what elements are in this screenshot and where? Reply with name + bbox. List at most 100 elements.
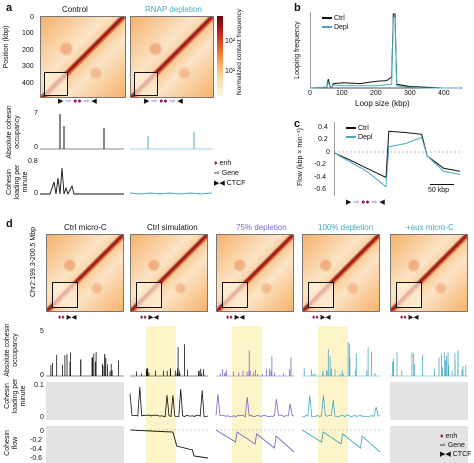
hic-inset (308, 282, 334, 308)
ctcf-icon: ▶◀ (148, 314, 159, 321)
d-occ-tick: 0 (40, 372, 44, 379)
panel-a-genome-track-depl: ▶ ⇨ ●● ⇨ ◀ (144, 98, 183, 106)
panel-b-label: b (294, 2, 301, 14)
hic-inset-rnap (134, 72, 158, 96)
hic-inset (222, 282, 248, 308)
d-load-tick: 0.1 (34, 382, 44, 389)
panel-c-genome-track: ▶ ⇨ ●● ⇨ ◀ (346, 199, 385, 207)
d-occupancy-tracks (46, 342, 468, 377)
gene-arrow-icon: ⇨ (353, 199, 360, 206)
panel-b-xtick: 300 (404, 90, 416, 97)
legend-gene: ⇨ Gene (214, 170, 239, 177)
panel-d-genome-track: ♦♦ ▶◀ (140, 314, 158, 322)
panel-d-header: 100% depletion (318, 223, 374, 232)
hic-inset (52, 282, 78, 308)
highlight-region (146, 326, 176, 463)
panel-a-row-label-loading: Cohesin loading per minute (6, 164, 29, 200)
ctcf-icon: ▶ (58, 98, 64, 105)
enh-icon: ♦♦ (140, 314, 147, 321)
flow-line (215, 429, 295, 453)
ctcf-icon: ▶◀ (320, 314, 331, 321)
gene-arrow-icon: ⇨ (65, 98, 72, 105)
enh-icon: ●● (361, 199, 370, 206)
panel-a-genome-track-control: ▶ ⇨ ●● ⇨ ◀ (58, 98, 97, 106)
d-flow-tick: -0.6 (30, 455, 43, 462)
panel-b-xtick: 0 (308, 90, 312, 97)
ctcf-icon: ▶ (144, 98, 150, 105)
enh-icon: ♦♦ (58, 314, 65, 321)
no-data-box (390, 382, 468, 420)
scalebar-line (430, 184, 454, 185)
panel-a-legend: ♦ enh ⇨ Gene ▶◀ CTCF (214, 159, 245, 189)
panel-d-yaxis-label: Chr2:199.3-200.5 Mbp (30, 226, 37, 298)
legend-depl: Depl (322, 23, 348, 32)
panel-c-ytick: 0.2 (318, 136, 328, 143)
enh-icon: ♦ (214, 160, 218, 167)
no-data-box (46, 426, 124, 463)
ctcf-icon: ▶◀ (66, 314, 77, 321)
panel-c-label: c (294, 118, 301, 130)
gene-arrow-icon: ⇨ (440, 442, 446, 449)
panel-d-row-label-loading: Cohesin loading per minute (4, 378, 27, 414)
ctcf-icon: ◀ (91, 98, 97, 105)
occupancy-tick: 7 (34, 110, 38, 117)
ctcf-icon: ▶◀ (214, 180, 225, 187)
series-line-ctrl (334, 130, 461, 179)
panel-a-row-label-occupancy: Absolute cohesin occupancy (6, 105, 21, 159)
panel-a-ytick: 300 (22, 63, 34, 70)
panel-d-header: Ctrl simulation (147, 223, 198, 232)
loading-tick: 0.8 (28, 158, 38, 165)
enh-icon: ♦♦ (226, 314, 233, 321)
enh-icon: ♦ (440, 433, 444, 440)
panel-d-genome-track: ♦♦ ▶◀ (400, 314, 418, 322)
no-data-box (390, 426, 468, 463)
loading-line (301, 395, 381, 418)
ctcf-icon: ▶◀ (440, 451, 451, 458)
d-flow-tick: -0.4 (30, 446, 43, 453)
loading-ctrl-line (40, 167, 124, 196)
occupancy-track-depl (130, 132, 212, 150)
occupancy-tick: 0 (34, 144, 38, 151)
panel-d-genome-track: ♦♦ ▶◀ (226, 314, 244, 322)
enh-icon: ♦♦ (400, 314, 407, 321)
series-line-depl (310, 17, 460, 89)
panel-d-header: Ctrl micro-C (64, 223, 107, 232)
scalebar-label: 50 kbp (428, 187, 450, 194)
highlight-region (318, 326, 348, 463)
legend-depl: Depl (346, 133, 372, 142)
flow-line (129, 429, 209, 459)
ctcf-icon: ◀ (177, 98, 183, 105)
panel-b-xtick: 400 (438, 90, 450, 97)
panel-d-row-label-flow: Cohesin flow (4, 430, 19, 456)
panel-c-ytick: -0.4 (314, 174, 327, 181)
panel-c-ytick: -0.2 (314, 161, 327, 168)
loading-line (215, 394, 295, 418)
series-line-depl (334, 136, 461, 188)
panel-d-header: 75% depletion (236, 223, 287, 232)
enh-icon: ♦♦ (312, 314, 319, 321)
loading-track-depl (130, 192, 212, 195)
panel-b-xtick: 100 (336, 90, 348, 97)
panel-d-genome-track: ♦♦ ▶◀ (58, 314, 76, 322)
no-data-box (46, 382, 124, 420)
d-occ-tick: 5 (40, 328, 44, 335)
colorbar-tick: 10² (225, 38, 236, 45)
panel-c-chart (334, 122, 462, 196)
colorbar-label: Normalized contact frequency (236, 9, 243, 95)
panel-b-chart (310, 12, 462, 89)
legend-ctrl: Ctrl (322, 14, 348, 23)
panel-a-label: a (6, 2, 13, 14)
panel-b-xtick: 200 (370, 90, 382, 97)
panel-d-label: d (6, 218, 13, 230)
panel-d-header: +aux micro-C (406, 223, 454, 232)
gene-arrow-icon: ⇨ (214, 170, 220, 177)
panel-c-legend: Ctrl Depl (346, 124, 372, 142)
panel-a-header-rnap: RNAP depletion (145, 5, 202, 14)
loading-tick: 0 (34, 190, 38, 197)
d-loading-tracks (129, 386, 381, 418)
enh-icon: ●● (159, 98, 168, 105)
hic-inset (136, 282, 162, 308)
gene-arrow-icon: ⇨ (371, 199, 378, 206)
panel-a-ytick: 400 (22, 80, 34, 87)
d-flow-tick: 0 (40, 428, 44, 435)
